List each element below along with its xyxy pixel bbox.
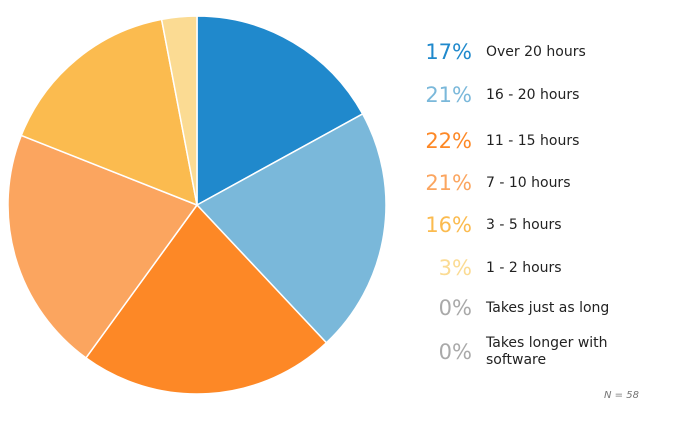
- pie-slice-16-20-hours: [195, 112, 387, 344]
- pie-plot: [7, 15, 387, 395]
- legend-percent: 0%: [438, 296, 472, 320]
- legend-label: Takes longer with software: [486, 335, 608, 368]
- legend-item: 21% 16 - 20 hours: [410, 83, 670, 107]
- legend-item: 22% 11 - 15 hours: [410, 129, 670, 153]
- legend-item: 16% 3 - 5 hours: [410, 213, 670, 237]
- legend-percent: 22%: [425, 129, 472, 153]
- legend-percent: 21%: [425, 83, 472, 107]
- legend-item: 17% Over 20 hours: [410, 40, 670, 64]
- legend-label: Takes just as long: [486, 299, 610, 316]
- legend-label: 1 - 2 hours: [486, 259, 562, 276]
- pie-slice-1-2-hours: [160, 15, 198, 206]
- legend-item: 0% Takes just as long: [410, 296, 670, 320]
- legend-percent: 21%: [425, 171, 472, 195]
- legend-label: Over 20 hours: [486, 43, 586, 60]
- legend-percent: 17%: [425, 40, 472, 64]
- legend-percent: 0%: [438, 340, 472, 364]
- sample-size-note: N = 58: [604, 390, 639, 401]
- legend-percent: 16%: [425, 213, 472, 237]
- pie-slice-3-5-hours: [20, 18, 198, 207]
- pie-slice-over-20-hours: [196, 15, 364, 207]
- legend-label: 7 - 10 hours: [486, 174, 571, 191]
- legend-item: 3% 1 - 2 hours: [410, 256, 670, 280]
- legend-label: 3 - 5 hours: [486, 216, 562, 233]
- legend: 17% Over 20 hours 21% 16 - 20 hours 22% 11 - …: [410, 0, 675, 421]
- legend-label: 16 - 20 hours: [486, 86, 580, 103]
- legend-label: 11 - 15 hours: [486, 132, 580, 149]
- legend-item: 21% 7 - 10 hours: [410, 171, 670, 195]
- pie-slice-11-15-hours: [84, 203, 328, 395]
- legend-item: 0% Takes longer with software: [410, 335, 670, 369]
- pie-slice-7-10-hours: [7, 134, 199, 359]
- legend-percent: 3%: [438, 256, 472, 280]
